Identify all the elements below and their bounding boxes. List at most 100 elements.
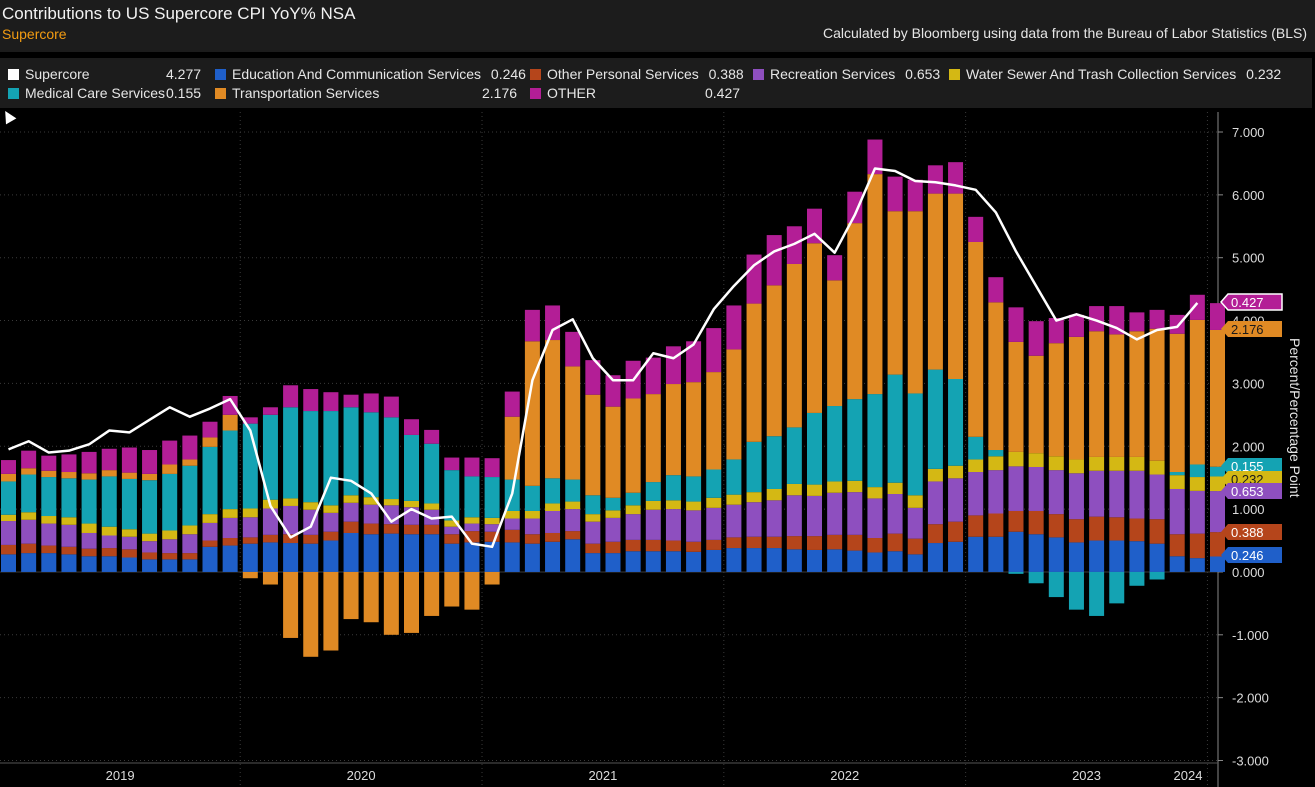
bar-segment [686, 510, 702, 542]
bar-segment [142, 450, 158, 474]
bar-segment [303, 389, 319, 412]
end-value-tag: 0.653 [1221, 483, 1282, 499]
bar-segment [625, 551, 641, 572]
bar-segment [61, 454, 77, 473]
bar-segment [504, 510, 520, 519]
legend-item-transportation[interactable]: Transportation Services 2.176 [215, 84, 517, 102]
legend-item-recreation[interactable]: Recreation Services 0.653 [753, 65, 940, 83]
legend-item-medical[interactable]: Medical Care Services 0.155 [8, 84, 201, 102]
bar-segment [41, 523, 57, 546]
legend-item-other-personal[interactable]: Other Personal Services 0.388 [530, 65, 744, 83]
bar-segment [121, 536, 137, 550]
bar-segment [907, 495, 923, 508]
bar-segment [121, 472, 137, 479]
bar-segment [283, 385, 299, 408]
end-value-tag-shape [1221, 483, 1282, 499]
bar-segment [424, 503, 440, 510]
legend-item-water-sewer[interactable]: Water Sewer And Trash Collection Service… [949, 65, 1281, 83]
bar-segment [242, 537, 258, 544]
bar-segment [343, 521, 359, 533]
bar-segment [1028, 534, 1044, 572]
legend-item-education[interactable]: Education And Communication Services 0.2… [215, 65, 526, 83]
bar-segment [524, 543, 540, 572]
bar-segment [1008, 307, 1024, 342]
bar-segment [182, 465, 198, 526]
bar-segment [1149, 474, 1165, 520]
bar-segment [1109, 571, 1125, 604]
bar-segment [1, 460, 16, 474]
bar-segment [21, 474, 37, 513]
bar-segment [1008, 466, 1024, 511]
bar-segment [867, 394, 883, 488]
bar-segment [262, 534, 278, 543]
bar-segment [585, 360, 601, 395]
bar-segment [283, 543, 299, 572]
bar-segment [726, 349, 742, 460]
bar-segment [1169, 534, 1185, 557]
y-tick-label: -2.000 [1232, 691, 1269, 706]
bar-segment [927, 165, 943, 194]
bar-segment [686, 341, 702, 383]
bar-segment [625, 539, 641, 552]
legend-value: 0.653 [905, 66, 941, 82]
bar-segment [1028, 466, 1044, 511]
bar-segment [464, 457, 480, 477]
legend-item-supercore[interactable]: Supercore 4.277 [8, 65, 201, 83]
bar-segment [1169, 333, 1185, 473]
bar-segment [1129, 312, 1145, 332]
bar-segment [1210, 476, 1225, 492]
bar-segment [484, 531, 500, 542]
bar-segment [242, 517, 258, 538]
bar-segment [182, 553, 198, 560]
bar-segment [303, 571, 319, 657]
bar-segment [1008, 341, 1024, 452]
bar-segment [202, 437, 218, 447]
bar-segment [645, 539, 661, 552]
legend-item-other[interactable]: OTHER 0.427 [530, 84, 740, 102]
bar-segment [1169, 556, 1185, 572]
bar-segment [61, 478, 77, 518]
bar-segment [726, 548, 742, 572]
bar-segment [565, 539, 581, 572]
bar-segment [504, 391, 520, 417]
bar-segment [484, 458, 500, 478]
bar-segment [887, 211, 903, 375]
bar-segment [41, 470, 57, 478]
bar-segment [242, 423, 258, 509]
bar-segment [887, 533, 903, 552]
bar-segment [41, 516, 57, 524]
bar-segment [706, 497, 722, 508]
bar-segment [867, 538, 883, 553]
end-value-tag-shape [1221, 321, 1282, 337]
legend-label: Supercore [25, 66, 90, 82]
bar-segment [968, 472, 984, 516]
bar-segment [524, 510, 540, 519]
bar-segment [1210, 556, 1225, 572]
bar-segment [202, 546, 218, 572]
bar-segment [1028, 453, 1044, 467]
bar-segment [484, 571, 500, 585]
bar-segment [766, 500, 782, 537]
bar-segment [484, 517, 500, 525]
legend-value: 0.155 [166, 85, 202, 101]
bar-segment [61, 546, 77, 555]
bar-segment [706, 549, 722, 572]
bar-segment [1048, 514, 1064, 538]
bar-segment [1089, 306, 1105, 332]
bar-segment [988, 277, 1004, 303]
bar-segment [202, 522, 218, 541]
bar-segment [948, 465, 964, 479]
bar-segment [867, 498, 883, 539]
bar-segment [565, 509, 581, 532]
bar-segment [121, 447, 137, 473]
legend-label: Education And Communication Services [232, 66, 482, 82]
bar-segment [162, 539, 178, 554]
bar-segment [1028, 510, 1044, 535]
bar-segment [948, 521, 964, 542]
source-note: Calculated by Bloomberg using data from … [822, 25, 1307, 41]
legend-swatch [530, 88, 541, 99]
bar-segment [988, 450, 1004, 457]
bar-segment [1109, 470, 1125, 518]
x-tick-label: 2021 [588, 768, 617, 783]
bar-segment [363, 412, 379, 498]
